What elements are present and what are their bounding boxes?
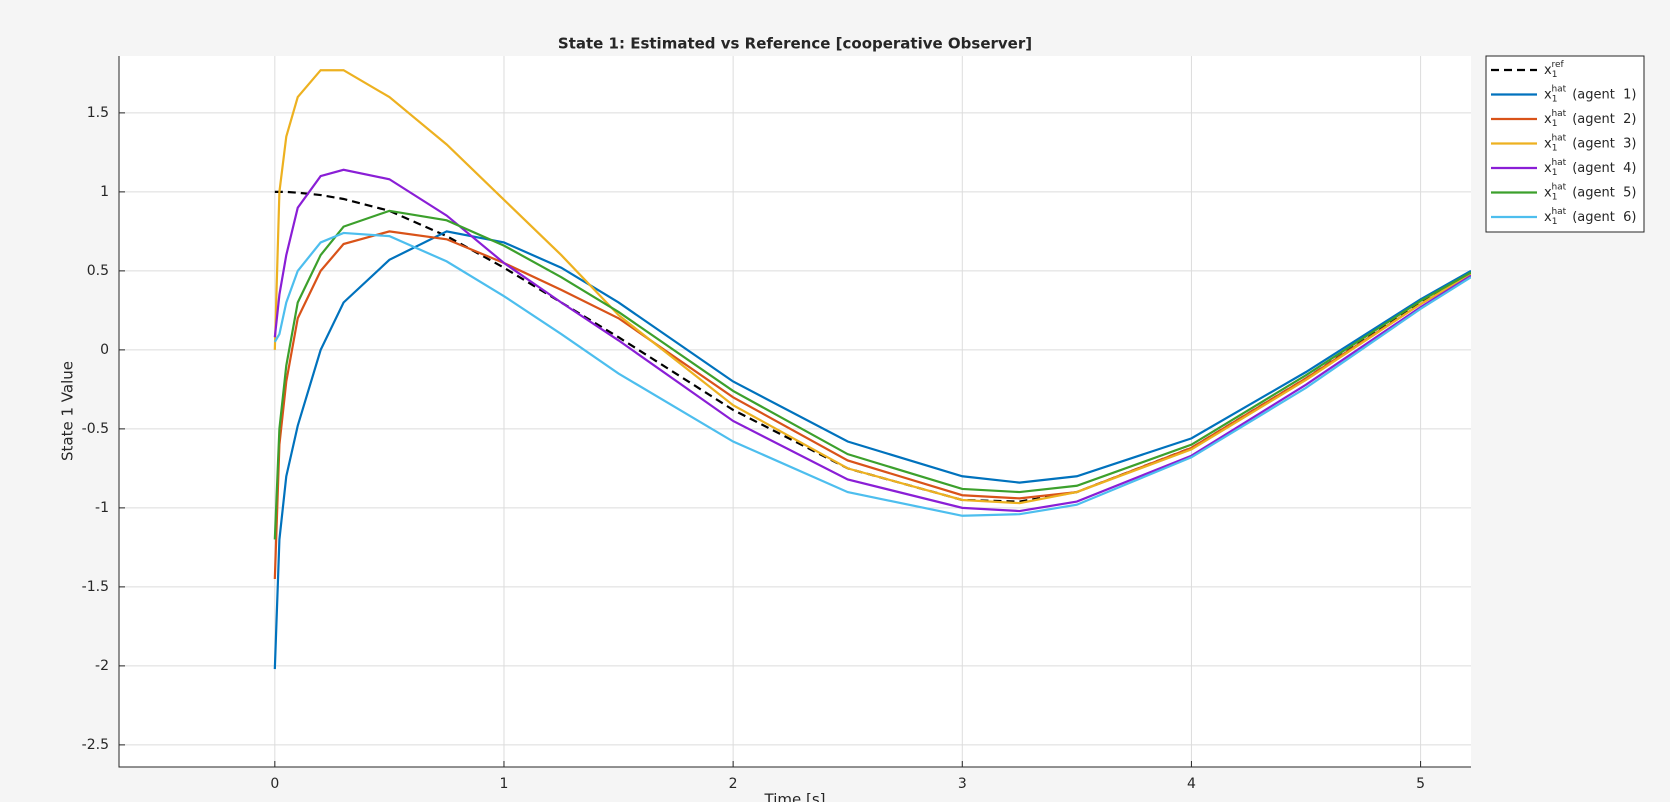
x-tick-label: 1: [500, 776, 509, 792]
y-tick-label: -2: [95, 658, 109, 674]
legend-label: x1hat (agent 4): [1544, 158, 1636, 178]
legend-subscript: 1: [1552, 192, 1558, 202]
legend-superscript: hat: [1551, 182, 1566, 192]
x-axis-label: Time [s]: [764, 791, 826, 802]
y-axis-label: State 1 Value: [59, 361, 77, 461]
legend-suffix: (agent 3): [1572, 136, 1636, 151]
x-tick-label: 3: [958, 776, 967, 792]
legend-superscript: hat: [1551, 133, 1566, 143]
chart-title: State 1: Estimated vs Reference [coopera…: [558, 35, 1032, 53]
legend-symbol: x: [1544, 63, 1552, 78]
legend-symbol: x: [1544, 112, 1552, 127]
legend-subscript: 1: [1552, 94, 1558, 104]
y-tick-label: 1.5: [87, 105, 109, 121]
x-tick-label: 5: [1416, 776, 1425, 792]
legend-box: [1485, 55, 1645, 233]
legend-superscript: hat: [1551, 84, 1566, 94]
x-tick-label: 0: [270, 776, 279, 792]
legend-subscript: 1: [1552, 143, 1558, 153]
legend-subscript: 1: [1552, 217, 1558, 227]
x-tick-label: 4: [1187, 776, 1196, 792]
legend-superscript: hat: [1551, 109, 1566, 119]
x-tick-label: 2: [729, 776, 738, 792]
legend-subscript: 1: [1552, 119, 1558, 129]
series-line: [273, 231, 1471, 517]
legend-subscript: 1: [1552, 70, 1558, 80]
legend-symbol: x: [1544, 87, 1552, 102]
legend-symbol: x: [1544, 185, 1552, 200]
legend-superscript: ref: [1551, 60, 1564, 70]
legend-symbol: x: [1544, 136, 1552, 151]
legend-suffix: (agent 5): [1572, 185, 1636, 200]
legend-superscript: hat: [1551, 207, 1566, 217]
legend-superscript: hat: [1551, 158, 1566, 168]
series-line: [273, 209, 1471, 540]
legend-label: x1hat (agent 3): [1544, 133, 1636, 153]
y-tick-label: 0: [100, 342, 109, 358]
legend-label: x1hat (agent 2): [1544, 109, 1636, 129]
y-tick-label: 1: [100, 184, 109, 200]
legend-label: x1hat (agent 5): [1544, 182, 1636, 202]
y-tick-label: -0.5: [82, 421, 109, 437]
legend-label: x1ref: [1544, 60, 1564, 80]
y-tick-label: -1: [95, 500, 109, 516]
legend-suffix: (agent 6): [1572, 210, 1636, 225]
series-line: [273, 168, 1471, 513]
legend-subscript: 1: [1552, 168, 1558, 178]
legend-symbol: x: [1544, 161, 1552, 176]
legend-symbol: x: [1544, 210, 1552, 225]
legend-suffix: (agent 4): [1572, 161, 1636, 176]
y-tick-label: 0.5: [87, 263, 109, 279]
series-line: [273, 69, 1471, 505]
y-tick-label: -2.5: [82, 737, 109, 753]
y-tick-label: -1.5: [82, 579, 109, 595]
lines: [273, 69, 1471, 670]
legend-label: x1hat (agent 1): [1544, 84, 1636, 104]
legend-suffix: (agent 1): [1572, 87, 1636, 102]
legend-label: x1hat (agent 6): [1544, 207, 1636, 227]
axes: [118, 56, 1471, 768]
legend-suffix: (agent 2): [1572, 112, 1636, 127]
series-line: [273, 230, 1471, 580]
